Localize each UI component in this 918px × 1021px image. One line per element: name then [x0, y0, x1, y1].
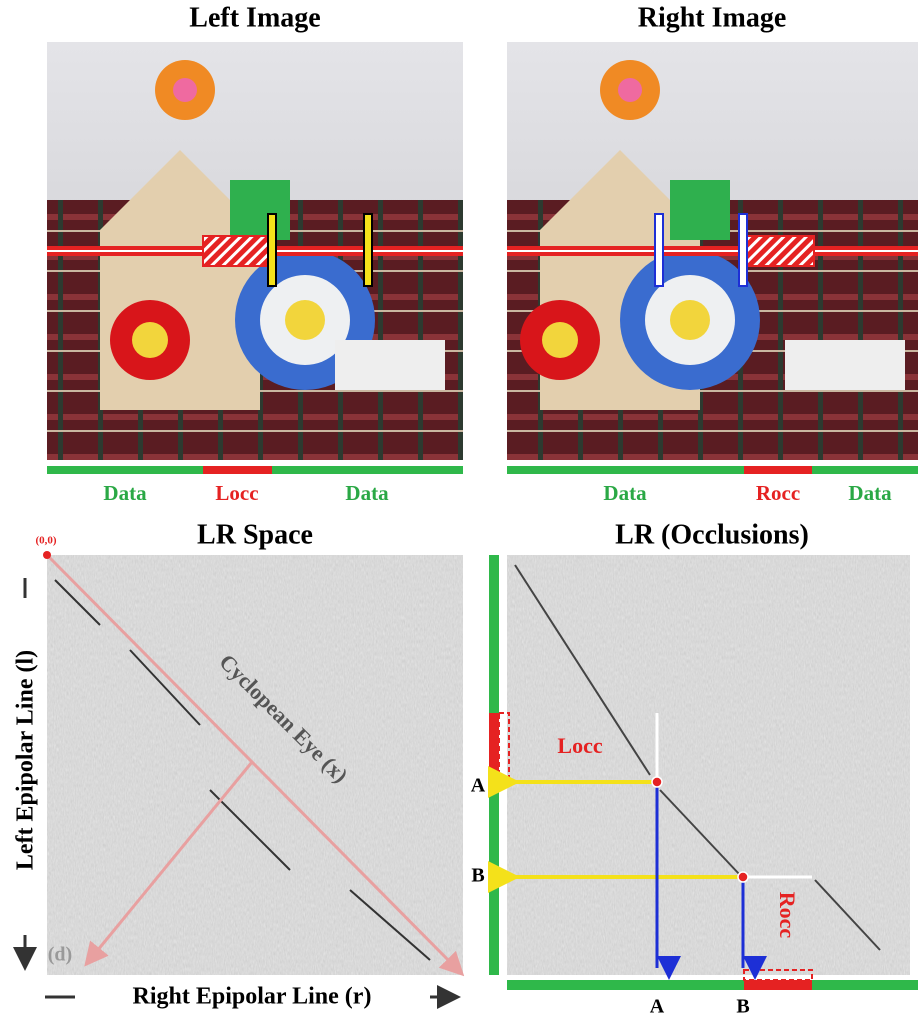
label: Data [603, 481, 647, 505]
label: Locc [215, 481, 258, 505]
point-label: B [736, 996, 749, 1018]
title: LR Space [197, 519, 313, 550]
bottom-occlusion [744, 980, 812, 990]
right-photo [507, 42, 918, 460]
title: Right Image [638, 2, 787, 33]
left-occlusion [489, 713, 499, 782]
occlusion-label: Locc [557, 733, 602, 758]
label: Data [345, 481, 389, 505]
label: Data [848, 481, 892, 505]
origin-label: (0,0) [35, 535, 56, 547]
bottom-bar [507, 980, 918, 990]
point-label: B [471, 865, 484, 887]
lr-texture [507, 555, 910, 975]
origin [43, 551, 51, 559]
data-bar [507, 466, 918, 474]
point-label: A [471, 775, 486, 797]
x-axis-label: Right Epipolar Line (r) [133, 984, 372, 1010]
left-photo [47, 42, 463, 460]
point-a [652, 777, 662, 787]
occlusion-bar [203, 466, 272, 474]
title: LR (Occlusions) [615, 519, 809, 550]
label: Data [103, 481, 147, 505]
point-b [738, 872, 748, 882]
title: Left Image [189, 2, 320, 33]
label: Rocc [756, 481, 800, 505]
figure: Left Image Right Image Data Locc Data [0, 0, 918, 1021]
depth-label: (d) [48, 944, 72, 966]
occlusion-label: Rocc [775, 892, 800, 939]
y-axis-label: Left Epipolar Line (l) [13, 650, 39, 870]
point-label: A [650, 996, 665, 1018]
occlusion-bar [744, 466, 812, 474]
